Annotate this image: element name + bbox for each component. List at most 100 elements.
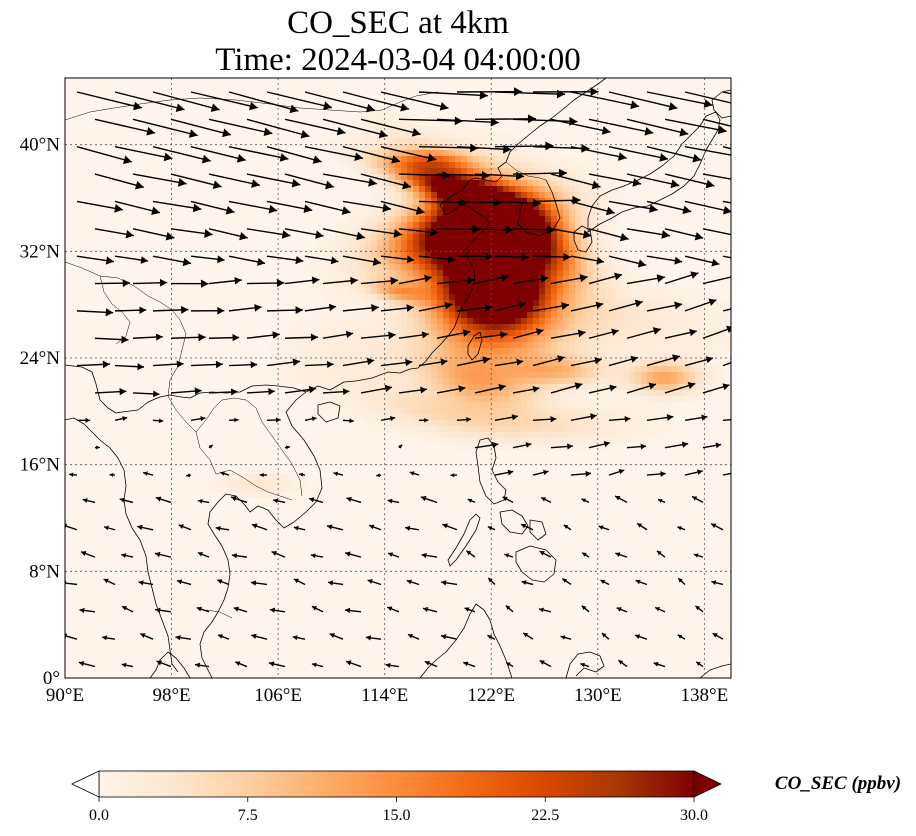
concentration-cell — [359, 354, 366, 361]
concentration-cell — [569, 360, 576, 367]
concentration-cell — [371, 126, 378, 133]
gridlines — [65, 78, 731, 678]
concentration-cell — [359, 402, 366, 409]
concentration-cell — [341, 354, 348, 361]
concentration-cell — [551, 174, 558, 181]
concentration-cell — [611, 264, 618, 271]
concentration-cell — [473, 138, 480, 145]
concentration-cell — [683, 354, 690, 361]
concentration-cell — [497, 324, 504, 331]
concentration-cell — [359, 204, 366, 211]
wind-vector — [474, 383, 506, 394]
concentration-cell — [359, 174, 366, 181]
concentration-cell — [503, 210, 510, 217]
concentration-cell — [461, 264, 468, 271]
concentration-cell — [455, 132, 462, 139]
concentration-cell — [335, 240, 342, 247]
concentration-cell — [443, 390, 450, 397]
concentration-cell — [503, 264, 510, 271]
concentration-cell — [617, 372, 624, 379]
concentration-cell — [377, 396, 384, 403]
concentration-cell — [677, 288, 684, 295]
concentration-cell — [575, 366, 582, 373]
concentration-cell — [539, 354, 546, 361]
concentration-cell — [479, 198, 486, 205]
concentration-cell — [653, 402, 660, 409]
wind-vector — [418, 198, 468, 207]
wind-vector — [250, 580, 268, 586]
concentration-cell — [641, 318, 648, 325]
concentration-cell — [521, 150, 528, 157]
concentration-cell — [449, 282, 456, 289]
concentration-cell — [677, 330, 684, 337]
wind-vector — [664, 382, 696, 394]
concentration-cell — [617, 402, 624, 409]
concentration-cell — [365, 342, 372, 349]
concentration-cell — [401, 216, 408, 223]
concentration-cell — [695, 354, 702, 361]
concentration-cell — [647, 360, 654, 367]
concentration-cell — [383, 408, 390, 415]
concentration-cell — [521, 246, 528, 253]
concentration-cell — [485, 414, 492, 421]
concentration-cell — [383, 174, 390, 181]
concentration-cell — [401, 162, 408, 169]
concentration-cell — [395, 240, 402, 247]
concentration-cell — [419, 360, 426, 367]
concentration-cell — [419, 378, 426, 385]
concentration-cell — [443, 234, 450, 241]
concentration-cell — [395, 168, 402, 175]
concentration-cell — [491, 402, 498, 409]
concentration-cell — [323, 396, 330, 403]
wind-vector — [194, 662, 210, 668]
concentration-cell — [527, 168, 534, 175]
concentration-cell — [707, 312, 714, 319]
concentration-cell — [263, 492, 270, 499]
concentration-cell — [599, 270, 606, 277]
concentration-cell — [347, 348, 354, 355]
concentration-cell — [593, 306, 600, 313]
concentration-cell — [551, 222, 558, 229]
concentration-cell — [527, 426, 534, 433]
concentration-cell — [539, 432, 546, 439]
concentration-cell — [317, 258, 324, 265]
wind-vector — [456, 417, 472, 423]
concentration-cell — [461, 228, 468, 235]
concentration-cell — [371, 282, 378, 289]
concentration-cell — [413, 156, 420, 163]
concentration-cell — [323, 336, 330, 343]
concentration-cell — [587, 168, 594, 175]
concentration-cell — [341, 282, 348, 289]
concentration-cell — [491, 264, 498, 271]
concentration-cell — [587, 408, 594, 415]
concentration-cell — [533, 396, 540, 403]
concentration-cell — [479, 210, 486, 217]
concentration-cell — [509, 312, 516, 319]
concentration-cell — [509, 324, 516, 331]
concentration-cell — [377, 138, 384, 145]
concentration-cell — [629, 414, 636, 421]
wind-vector — [76, 200, 123, 213]
concentration-cell — [593, 438, 600, 445]
concentration-cell — [539, 240, 546, 247]
concentration-cell — [593, 444, 600, 451]
concentration-cell — [377, 120, 384, 127]
concentration-cell — [365, 288, 372, 295]
concentration-cell — [431, 138, 438, 145]
concentration-cell — [317, 366, 324, 373]
concentration-cell — [683, 378, 690, 385]
concentration-cell — [485, 336, 492, 343]
concentration-cell — [575, 162, 582, 169]
concentration-cell — [383, 348, 390, 355]
concentration-cell — [599, 354, 606, 361]
concentration-cell — [599, 282, 606, 289]
concentration-cell — [563, 198, 570, 205]
concentration-cell — [407, 216, 414, 223]
concentration-cell — [389, 120, 396, 127]
concentration-cell — [527, 216, 534, 223]
concentration-cell — [455, 138, 462, 145]
concentration-cell — [407, 324, 414, 331]
concentration-cell — [389, 366, 396, 373]
concentration-cell — [479, 222, 486, 229]
concentration-cell — [485, 420, 492, 427]
